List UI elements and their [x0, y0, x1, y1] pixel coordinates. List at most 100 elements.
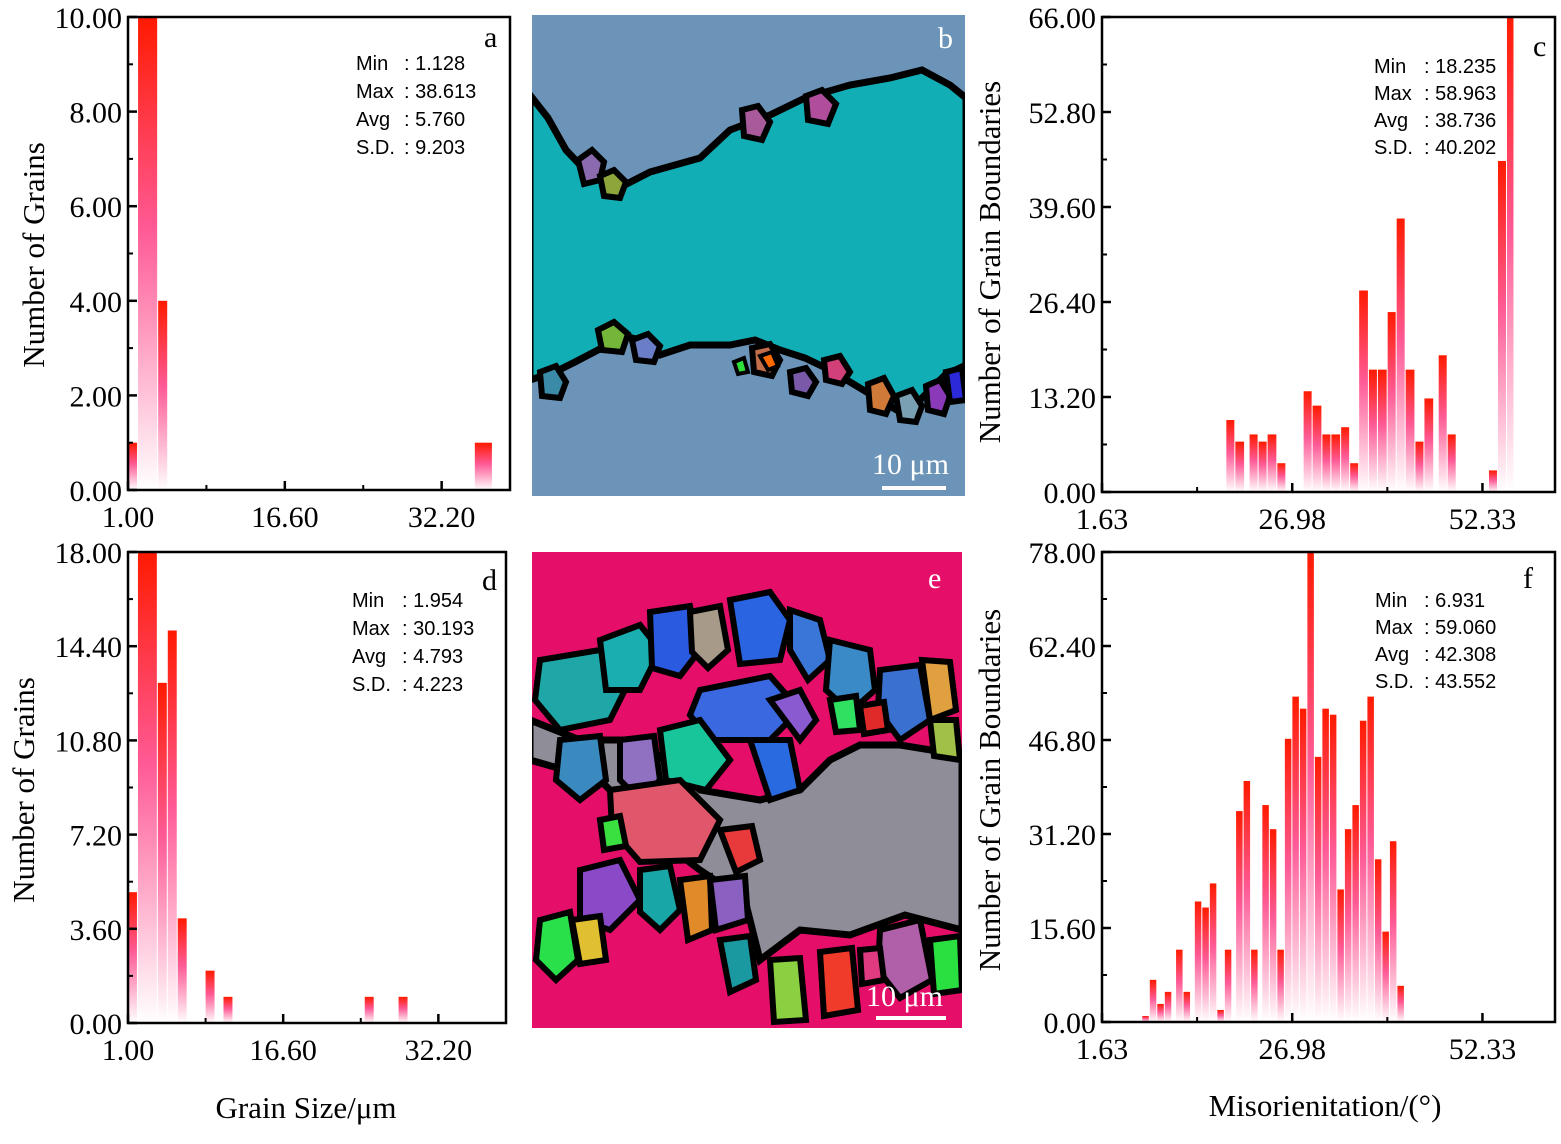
histogram-bar [1322, 434, 1331, 492]
stat-name: S.D. [1374, 137, 1413, 159]
fine-grain-cluster [532, 588, 962, 1026]
histogram-bar [1350, 463, 1359, 492]
stat-name: Max [1375, 617, 1413, 639]
histogram-bar [1438, 355, 1447, 492]
bar-group [128, 552, 408, 1023]
histogram-bar [1157, 1003, 1164, 1022]
stat-name: Min [352, 590, 384, 612]
stat-name: S.D. [1375, 671, 1414, 693]
histogram-bar [1267, 434, 1277, 492]
histogram-bar [1303, 391, 1312, 492]
histogram-bar [1149, 979, 1157, 1022]
histogram-bar [1236, 811, 1243, 1022]
histogram-bar [398, 996, 408, 1023]
histogram-bar [1307, 552, 1314, 1022]
histogram-bar [1329, 714, 1337, 1022]
histogram-bar [1374, 859, 1382, 1022]
stat-value: : 6.931 [1424, 590, 1485, 612]
histogram-bar [1194, 901, 1202, 1022]
axis-ticks: 0.00 15.60 31.20 46.80 62.40 78.00 1.63 26.98 52… [1029, 537, 1517, 1066]
stat-value: : 40.202 [1424, 137, 1496, 159]
stat-value: : 4.223 [402, 674, 463, 696]
stat-value: : 30.193 [402, 618, 474, 640]
histogram-bar [1337, 889, 1344, 1022]
histogram-bar [1258, 441, 1267, 492]
y-tick-label: 13.20 [1029, 382, 1097, 415]
stat-name: S.D. [356, 137, 395, 159]
stat-value: : 4.793 [402, 646, 463, 668]
ebsd-grain-map-e: 10 μm e [532, 552, 962, 1028]
stats-box: Min: 1.954 Max: 30.193 Avg: 4.793 S.D.: 4.2… [352, 590, 474, 696]
boundary-grains [536, 86, 965, 426]
y-tick-label: 39.60 [1029, 192, 1097, 225]
x-tick-label: 16.60 [249, 1034, 317, 1067]
y-tick-label: 66.00 [1029, 2, 1097, 35]
stat-name: Avg [1375, 644, 1409, 666]
misorientation-histogram-c: Number of Grain Boundaries 0.00 13.20 26.4… [972, 2, 1557, 536]
histogram-bar [157, 682, 167, 1023]
y-tick-label: 46.80 [1029, 725, 1097, 758]
histogram-bar [1226, 420, 1235, 492]
stat-value: : 1.128 [404, 53, 465, 75]
x-tick-label: 32.20 [405, 1034, 473, 1067]
histogram-bar [474, 442, 492, 490]
stat-value: : 38.613 [404, 81, 476, 103]
y-tick-label: 15.60 [1029, 913, 1097, 946]
y-tick-label: 62.40 [1029, 631, 1097, 664]
stat-value: : 58.963 [1424, 83, 1496, 105]
histogram-bar [1322, 708, 1329, 1022]
histogram-bar [1497, 160, 1506, 492]
histogram-bar [1249, 434, 1258, 492]
y-tick-label: 10.00 [55, 2, 123, 35]
panel-label: d [482, 564, 497, 597]
y-tick-label: 0.00 [1044, 477, 1097, 510]
panel-label: c [1533, 30, 1546, 63]
histogram-bar [1382, 931, 1389, 1022]
x-tick-label: 1.63 [1076, 503, 1129, 536]
y-tick-label: 14.40 [55, 631, 123, 664]
y-axis-label: Number of Grains [16, 142, 51, 368]
histogram-bar [1387, 312, 1396, 492]
histogram-bar [1262, 805, 1269, 1022]
axis-ticks: 0.00 13.20 26.40 39.60 52.80 66.00 1.63 26.98 52… [1029, 2, 1517, 536]
y-tick-label: 0.00 [70, 1008, 123, 1041]
histogram-bar [1142, 1015, 1149, 1022]
histogram-bar [128, 442, 138, 490]
histogram-bar [1269, 829, 1277, 1022]
histogram-bar [1299, 708, 1307, 1022]
stat-name: Max [1374, 83, 1412, 105]
histogram-bar [1368, 369, 1377, 492]
stat-value: : 9.203 [404, 137, 465, 159]
histogram-bar [1367, 696, 1374, 1022]
grain-size-histogram-a: Number of Grains 0.00 2.00 4.00 6.00 8.00 10.… [16, 2, 512, 534]
stat-value: : 42.308 [1424, 644, 1496, 666]
grain-size-histogram-d: Number of Grains 0.00 3.60 7.20 10.80 14.40 1… [6, 537, 508, 1125]
histogram-bar [137, 552, 157, 1023]
histogram-bar [1235, 441, 1245, 492]
histogram-bar [1396, 218, 1405, 493]
stat-name: Max [356, 81, 394, 103]
y-tick-label: 10.80 [55, 725, 123, 758]
stat-name: S.D. [352, 674, 391, 696]
histogram-bar [1359, 290, 1368, 492]
y-tick-label: 18.00 [55, 537, 123, 570]
stat-value: : 5.760 [404, 109, 465, 131]
x-tick-label: 26.98 [1258, 1033, 1326, 1066]
y-tick-label: 4.00 [70, 286, 123, 319]
histogram-bar [1277, 949, 1284, 1022]
histogram-bar [1277, 463, 1286, 492]
axis-ticks: 0.00 2.00 4.00 6.00 8.00 10.00 1.00 16.60 32.20 [55, 2, 476, 534]
x-tick-label: 1.00 [102, 501, 155, 534]
stats-box: Min: 18.235 Max: 58.963 Avg: 38.736 S.D.: 4… [1374, 56, 1496, 159]
histogram-bar [1344, 829, 1352, 1022]
histogram-bar [1415, 441, 1424, 492]
stat-value: : 18.235 [1424, 56, 1496, 78]
histogram-bar [1389, 841, 1397, 1022]
histogram-bar [1352, 805, 1359, 1022]
y-axis-label: Number of Grain Boundaries [972, 81, 1007, 443]
y-tick-label: 7.20 [70, 820, 123, 853]
y-tick-label: 0.00 [70, 475, 123, 508]
histogram-bar [1284, 738, 1292, 1022]
histogram-bar [1397, 985, 1404, 1022]
y-tick-label: 2.00 [70, 380, 123, 413]
